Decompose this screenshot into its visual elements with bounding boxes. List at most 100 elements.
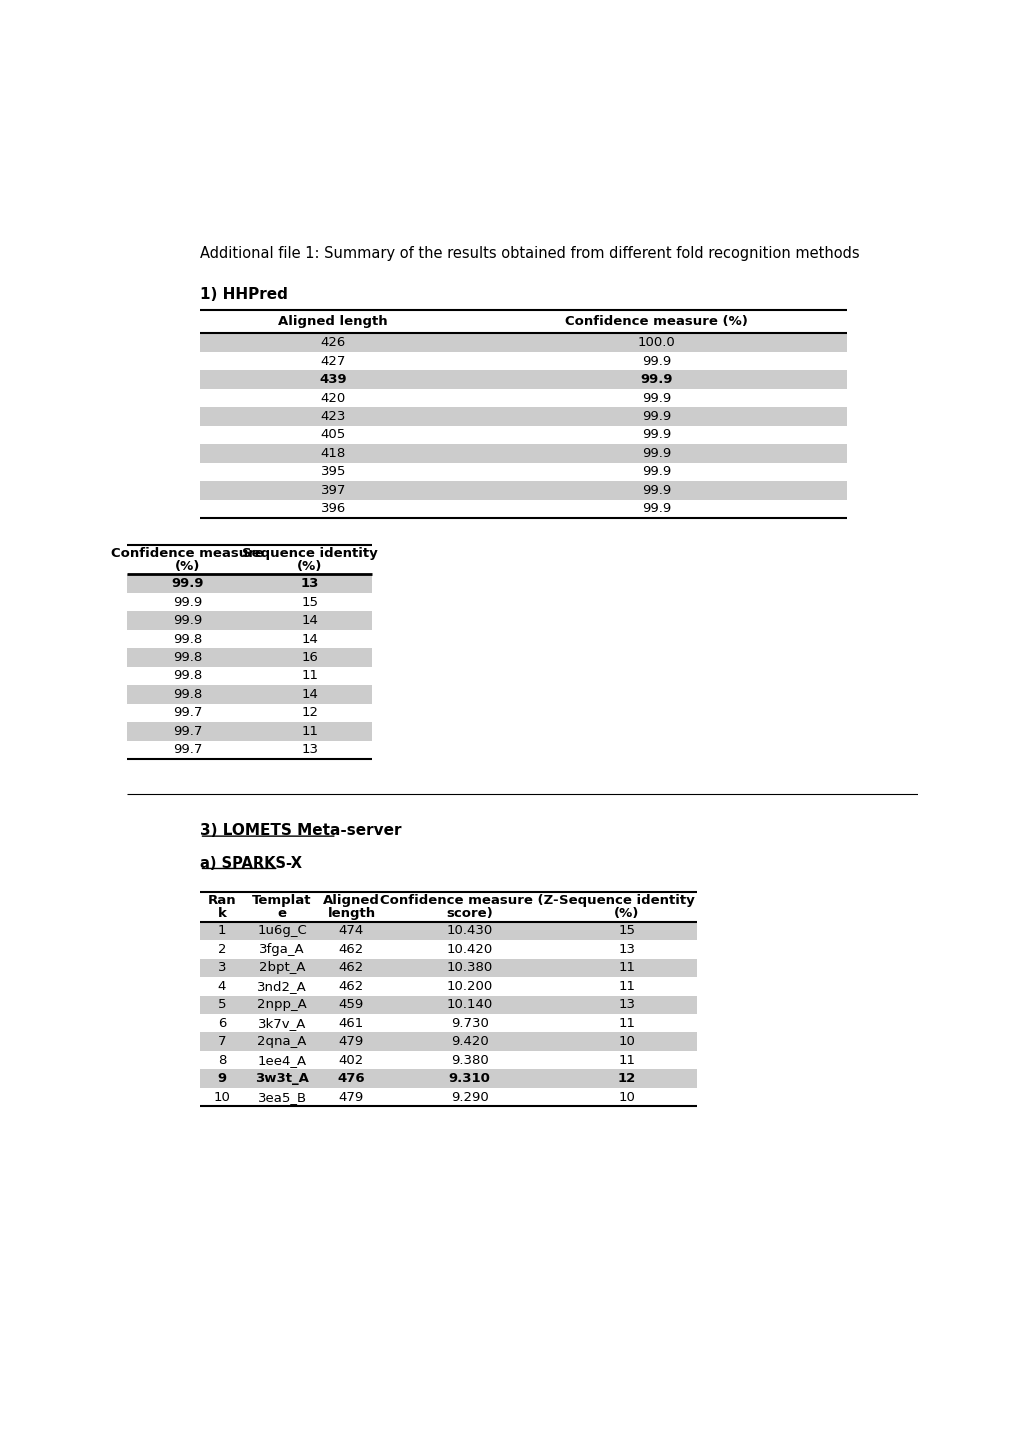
Text: 99.9: 99.9 bbox=[642, 355, 671, 368]
Text: 9.290: 9.290 bbox=[450, 1091, 488, 1104]
Text: 461: 461 bbox=[338, 1017, 364, 1030]
Text: 13: 13 bbox=[301, 743, 318, 756]
Text: 15: 15 bbox=[301, 596, 318, 609]
Bar bbox=[200, 1014, 696, 1033]
Bar bbox=[200, 407, 846, 426]
Text: 9.730: 9.730 bbox=[450, 1017, 488, 1030]
Text: length: length bbox=[327, 906, 375, 919]
Text: 99.9: 99.9 bbox=[642, 391, 671, 404]
Text: 13: 13 bbox=[301, 577, 319, 590]
Text: 1ee4_A: 1ee4_A bbox=[257, 1053, 307, 1066]
Text: 6: 6 bbox=[218, 1017, 226, 1030]
Text: 16: 16 bbox=[301, 651, 318, 664]
Text: 11: 11 bbox=[301, 724, 318, 737]
Text: e: e bbox=[277, 906, 286, 919]
Text: 7: 7 bbox=[218, 1035, 226, 1048]
Text: 459: 459 bbox=[338, 999, 364, 1012]
Text: 99.7: 99.7 bbox=[172, 724, 202, 737]
Text: (%): (%) bbox=[613, 906, 639, 919]
Text: 9.310: 9.310 bbox=[448, 1072, 490, 1085]
Bar bbox=[200, 1033, 696, 1051]
Text: score): score) bbox=[446, 906, 492, 919]
Text: 9: 9 bbox=[217, 1072, 226, 1085]
Text: 9.420: 9.420 bbox=[450, 1035, 488, 1048]
Text: 99.8: 99.8 bbox=[173, 688, 202, 701]
Text: 3: 3 bbox=[218, 961, 226, 974]
Text: 397: 397 bbox=[320, 483, 345, 496]
Text: 405: 405 bbox=[320, 429, 345, 442]
Text: 462: 462 bbox=[338, 961, 364, 974]
Bar bbox=[200, 977, 696, 996]
Bar bbox=[127, 593, 371, 612]
Text: 2bpt_A: 2bpt_A bbox=[259, 961, 305, 974]
Bar bbox=[200, 939, 696, 958]
Bar bbox=[200, 499, 846, 518]
Text: 10.420: 10.420 bbox=[446, 942, 492, 955]
Text: 426: 426 bbox=[320, 336, 345, 349]
Text: 1) HHPred: 1) HHPred bbox=[200, 287, 287, 302]
Text: 13: 13 bbox=[618, 942, 635, 955]
Text: 462: 462 bbox=[338, 980, 364, 993]
Text: 99.9: 99.9 bbox=[642, 447, 671, 460]
Text: 99.9: 99.9 bbox=[173, 615, 202, 628]
Text: 99.7: 99.7 bbox=[172, 707, 202, 720]
Text: 99.9: 99.9 bbox=[173, 596, 202, 609]
Text: 2npp_A: 2npp_A bbox=[257, 999, 307, 1012]
Bar bbox=[200, 1069, 696, 1088]
Text: 12: 12 bbox=[616, 1072, 635, 1085]
Text: 99.9: 99.9 bbox=[642, 483, 671, 496]
Text: 474: 474 bbox=[338, 925, 364, 938]
Text: Templat: Templat bbox=[252, 895, 312, 908]
Bar bbox=[127, 667, 371, 685]
Text: 2: 2 bbox=[218, 942, 226, 955]
Text: 9.380: 9.380 bbox=[450, 1053, 488, 1066]
Text: 11: 11 bbox=[301, 670, 318, 683]
Text: 3fga_A: 3fga_A bbox=[259, 942, 305, 955]
Text: 11: 11 bbox=[618, 980, 635, 993]
Bar bbox=[200, 922, 696, 939]
Text: 423: 423 bbox=[320, 410, 345, 423]
Text: 10: 10 bbox=[618, 1091, 635, 1104]
Text: 10.430: 10.430 bbox=[446, 925, 492, 938]
Text: 402: 402 bbox=[338, 1053, 364, 1066]
Text: 4: 4 bbox=[218, 980, 226, 993]
Text: 14: 14 bbox=[301, 615, 318, 628]
Text: 439: 439 bbox=[319, 374, 346, 387]
Text: 100.0: 100.0 bbox=[637, 336, 675, 349]
Bar bbox=[127, 704, 371, 722]
Text: 395: 395 bbox=[320, 466, 345, 479]
Text: 479: 479 bbox=[338, 1091, 364, 1104]
Text: 3k7v_A: 3k7v_A bbox=[258, 1017, 306, 1030]
Bar bbox=[127, 722, 371, 740]
Text: Sequence identity: Sequence identity bbox=[558, 895, 694, 908]
Text: 99.8: 99.8 bbox=[173, 670, 202, 683]
Text: 462: 462 bbox=[338, 942, 364, 955]
Text: Ran: Ran bbox=[208, 895, 236, 908]
Bar bbox=[200, 463, 846, 481]
Text: 10: 10 bbox=[618, 1035, 635, 1048]
Text: 10: 10 bbox=[213, 1091, 230, 1104]
Text: (%): (%) bbox=[297, 560, 322, 573]
Text: k: k bbox=[217, 906, 226, 919]
Text: 14: 14 bbox=[301, 632, 318, 645]
Text: 5: 5 bbox=[218, 999, 226, 1012]
Bar bbox=[200, 388, 846, 407]
Text: 99.8: 99.8 bbox=[173, 632, 202, 645]
Text: 479: 479 bbox=[338, 1035, 364, 1048]
Text: 427: 427 bbox=[320, 355, 345, 368]
Bar bbox=[200, 371, 846, 388]
Text: 99.9: 99.9 bbox=[640, 374, 673, 387]
Text: 8: 8 bbox=[218, 1053, 226, 1066]
Text: Confidence measure (Z-: Confidence measure (Z- bbox=[380, 895, 558, 908]
Text: 1: 1 bbox=[218, 925, 226, 938]
Text: 99.9: 99.9 bbox=[642, 429, 671, 442]
Text: 3) LOMETS Meta-server: 3) LOMETS Meta-server bbox=[200, 824, 400, 838]
Text: 11: 11 bbox=[618, 961, 635, 974]
Text: 99.9: 99.9 bbox=[642, 410, 671, 423]
Text: Additional file 1: Summary of the results obtained from different fold recogniti: Additional file 1: Summary of the result… bbox=[200, 245, 858, 261]
Bar bbox=[200, 333, 846, 352]
Text: 2qna_A: 2qna_A bbox=[257, 1035, 307, 1048]
Bar bbox=[127, 685, 371, 704]
Bar bbox=[200, 481, 846, 499]
Text: 99.7: 99.7 bbox=[172, 743, 202, 756]
